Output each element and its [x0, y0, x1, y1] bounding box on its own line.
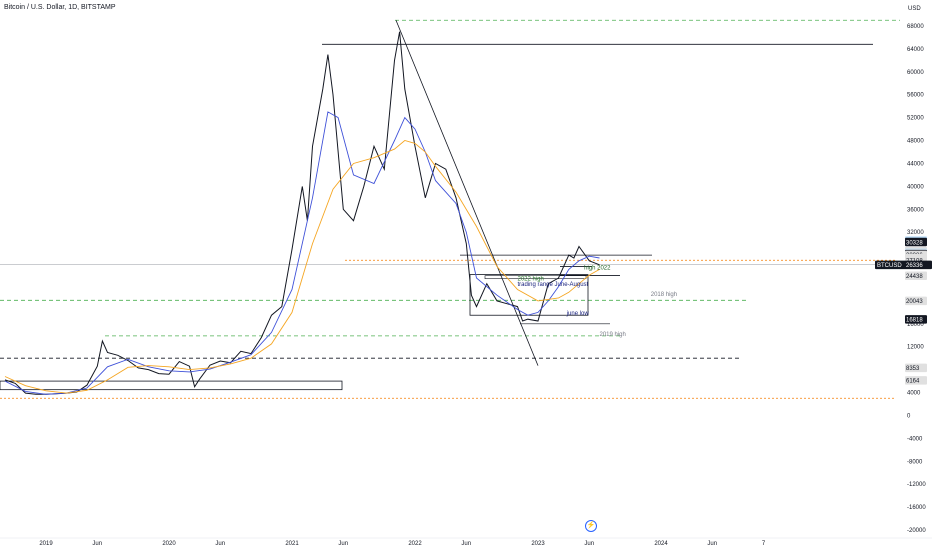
- series-line-btcusd: [4, 31, 600, 395]
- price-label-value: 24438: [906, 274, 923, 280]
- y-tick-label: 12000: [907, 345, 924, 351]
- price-label-value: 26336: [906, 263, 923, 269]
- series-line-ma: [4, 111, 600, 395]
- y-tick-label: -12000: [907, 482, 926, 488]
- price-label-box: [905, 315, 927, 324]
- price-label-value: 6164: [906, 379, 920, 385]
- x-tick-label: 2019: [39, 541, 53, 547]
- price-label-box: [905, 271, 927, 280]
- annotation-label: june low: [566, 311, 590, 317]
- x-tick-label: 7: [762, 541, 766, 547]
- x-tick-label: 2023: [531, 541, 545, 547]
- time-axis: 2019 Jun 2020 Jun 2021 Jun 2022 Jun 2023 Jun 2024 J…: [0, 537, 932, 547]
- x-tick-label: Jun: [461, 541, 471, 547]
- y-tick-label: 0: [907, 413, 911, 419]
- price-label-value: 8353: [906, 366, 920, 372]
- downtrend-line: [395, 20, 539, 366]
- y-tick-label: 36000: [907, 207, 924, 213]
- y-tick-label: 64000: [907, 47, 924, 53]
- annotation-label: 2018 high: [651, 292, 677, 298]
- annotation-label: high 2022: [584, 265, 611, 271]
- x-tick-label: Jun: [338, 541, 348, 547]
- y-tick-label: -4000: [907, 436, 923, 442]
- price-label-box: [905, 363, 927, 373]
- y-tick-label: -8000: [907, 459, 923, 465]
- price-label-symbol: BTCUSD: [877, 263, 902, 269]
- x-tick-label: 2021: [285, 541, 299, 547]
- y-tick-label: 52000: [907, 116, 924, 122]
- price-axis: USD 68000 64000 60000 56000 52000 48000 44000 40…: [907, 6, 926, 534]
- currency-label: USD: [908, 6, 921, 12]
- annotation-label: trading range June-August: [518, 282, 589, 288]
- y-tick-label: -16000: [907, 505, 926, 511]
- horizontal-levels: [0, 19, 900, 399]
- price-label-value: 16818: [906, 318, 923, 324]
- range-line-top: [484, 275, 587, 280]
- y-tick-label: 68000: [907, 24, 924, 30]
- x-tick-label: Jun: [215, 541, 225, 547]
- y-tick-label: 44000: [907, 161, 924, 167]
- price-label-value: 20043: [906, 299, 923, 305]
- y-tick-label: -20000: [907, 528, 926, 534]
- series-layer: [4, 31, 600, 395]
- y-tick-label: 40000: [907, 184, 924, 190]
- x-tick-label: 2020: [162, 541, 176, 547]
- price-label-box: [905, 237, 927, 247]
- price-label-box: [875, 260, 932, 270]
- y-tick-label: 32000: [907, 230, 924, 236]
- x-tick-label: Jun: [707, 541, 717, 547]
- y-tick-label: 56000: [907, 93, 924, 99]
- x-tick-label: Jun: [584, 541, 594, 547]
- price-label-box: [905, 296, 927, 306]
- annotation-label: 2019 high: [600, 332, 626, 338]
- x-tick-label: 2024: [654, 541, 668, 547]
- price-label-box: [905, 376, 927, 385]
- price-label-layer: 3056030328287412843328306282062808627515…: [875, 236, 932, 385]
- y-tick-label: 60000: [907, 70, 924, 76]
- chart-title: Bitcoin / U.S. Dollar, 1D, BITSTAMP: [4, 4, 116, 11]
- y-tick-label: 16000: [907, 322, 924, 328]
- annotation-label: 2022 high: [518, 276, 544, 282]
- x-tick-label: Jun: [92, 541, 102, 547]
- range-box-2019: [0, 380, 343, 391]
- x-tick-label: 2022: [408, 541, 422, 547]
- y-tick-label: 48000: [907, 139, 924, 145]
- y-tick-label: 4000: [907, 391, 921, 397]
- trendline: [395, 20, 539, 366]
- series-line-ma: [4, 140, 600, 394]
- lightning-icon[interactable]: ⚡: [585, 520, 597, 532]
- price-label-value: 30328: [906, 240, 923, 246]
